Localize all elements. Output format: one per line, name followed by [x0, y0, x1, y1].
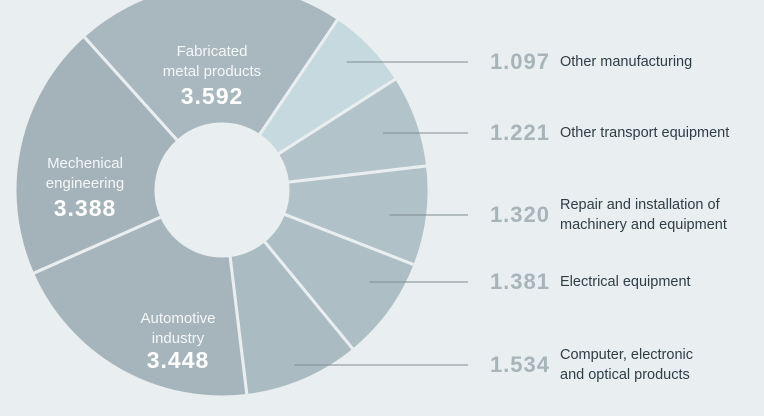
slice-label: Repair and installation of machinery and … — [560, 197, 727, 233]
value-label: 3.592 — [181, 83, 244, 109]
value-label: 1.097 — [490, 49, 550, 74]
slice-label: Other transport equipment — [560, 125, 729, 141]
value-label: 3.448 — [147, 347, 210, 373]
value-label: 1.381 — [490, 269, 550, 294]
slice-label: Mechenical engineering — [46, 155, 124, 192]
slice-label: Computer, electronic and optical products — [560, 347, 693, 383]
slice-label: Automotive industry — [140, 310, 215, 347]
value-label: 3.388 — [54, 195, 117, 221]
value-label: 1.221 — [490, 120, 550, 145]
donut-slice — [13, 34, 180, 276]
donut-slice — [30, 214, 249, 399]
slice-label: Other manufacturing — [560, 54, 692, 70]
slice-label: Fabricated metal products — [163, 43, 261, 80]
value-label: 1.320 — [490, 202, 550, 227]
slice-label: Electrical equipment — [560, 274, 691, 290]
value-label: 1.534 — [490, 352, 550, 377]
